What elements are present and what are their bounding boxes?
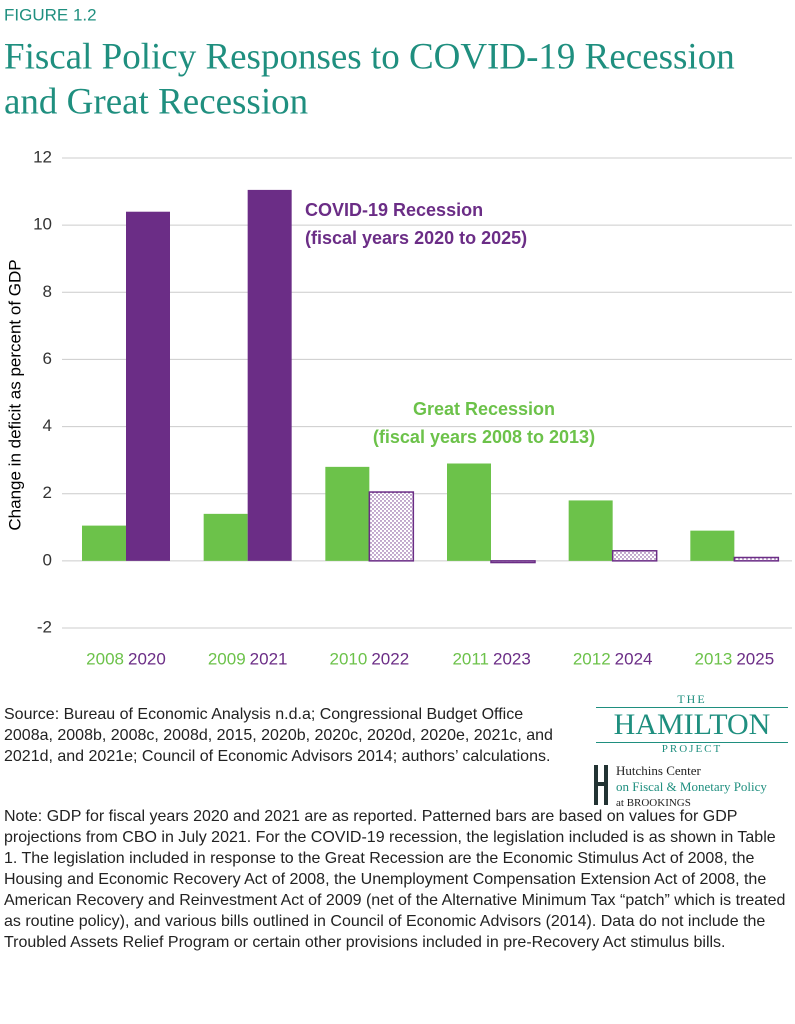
logo-text: HAMILTON: [596, 707, 788, 743]
x-tick-label: 2021: [250, 649, 288, 668]
bar: [690, 530, 735, 561]
y-tick-label: -2: [37, 617, 52, 636]
chart-title: and Great Recession: [4, 81, 308, 122]
annotation: COVID-19 Recession: [305, 200, 483, 220]
logo-hutchins: Hutchins Center on Fiscal & Monetary Pol…: [592, 763, 792, 811]
x-tick-label: 2009: [208, 649, 246, 668]
x-tick-label: 2013: [695, 649, 733, 668]
y-tick-label: 2: [43, 483, 52, 502]
y-tick-label: 6: [43, 349, 52, 368]
y-axis-label: Change in deficit as percent of GDP: [5, 259, 24, 530]
logo-text: PROJECT: [661, 743, 723, 755]
annotation: Great Recession: [413, 399, 555, 419]
note-text: Note: GDP for fiscal years 2020 and 2021…: [4, 808, 786, 951]
x-tick-label: 2023: [493, 649, 531, 668]
y-tick-label: 12: [33, 147, 52, 166]
annotation: (fiscal years 2020 to 2025): [305, 228, 527, 248]
y-tick-label: 4: [43, 416, 52, 435]
x-tick-label: 2008: [86, 649, 124, 668]
bar: [368, 491, 415, 562]
logo-text: THE: [677, 692, 707, 706]
figure-label: FIGURE 1.2: [4, 5, 97, 24]
bar: [203, 513, 248, 561]
chart: FIGURE 1.2 Fiscal Policy Responses to CO…: [4, 5, 792, 668]
bar: [490, 560, 536, 564]
bar: [611, 550, 658, 562]
x-tick-label: 2010: [330, 649, 368, 668]
chart-title: Fiscal Policy Responses to COVID-19 Rece…: [4, 36, 735, 77]
bar: [447, 463, 491, 561]
x-tick-label: 2022: [371, 649, 409, 668]
x-tick-label: 2011: [452, 649, 489, 668]
x-tick-label: 2012: [573, 649, 611, 668]
logo-text: Hutchins Center: [616, 763, 701, 778]
y-tick-label: 8: [43, 282, 52, 301]
x-tick-label: 2020: [128, 649, 166, 668]
bar: [733, 556, 780, 562]
bar: [568, 500, 613, 561]
logo-icon: [594, 765, 608, 805]
bar: [82, 525, 126, 561]
bar: [126, 211, 170, 561]
bar: [247, 189, 292, 561]
source-text: Source: Bureau of Economic Analysis n.d.…: [4, 706, 553, 765]
annotation: (fiscal years 2008 to 2013): [373, 427, 595, 447]
y-tick-label: 0: [43, 550, 52, 569]
logo-text: on Fiscal & Monetary Policy: [616, 779, 767, 794]
logo: THE HAMILTON PROJECT Hutchins Center on …: [592, 692, 792, 811]
y-tick-label: 10: [33, 215, 52, 234]
x-tick-label: 2025: [736, 649, 774, 668]
bar: [325, 466, 370, 561]
logo-text: at BROOKINGS: [616, 797, 691, 809]
x-tick-label: 2024: [615, 649, 653, 668]
